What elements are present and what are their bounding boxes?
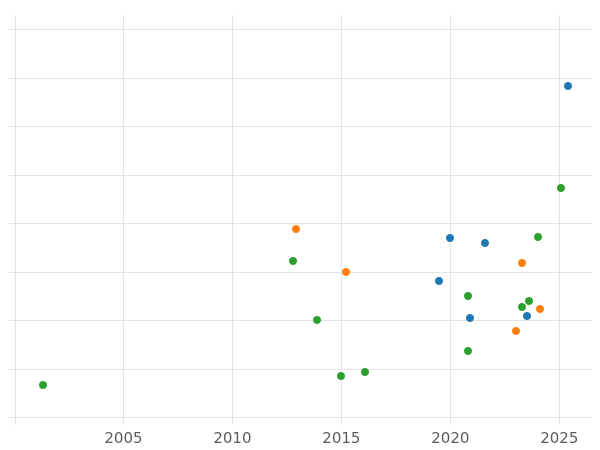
data-point-green bbox=[38, 380, 47, 389]
data-point-green bbox=[533, 233, 542, 242]
h-gridline bbox=[8, 174, 592, 176]
data-point-orange bbox=[518, 259, 527, 268]
v-gridline bbox=[450, 15, 452, 425]
v-gridline bbox=[341, 15, 343, 425]
v-gridline bbox=[559, 15, 561, 425]
x-tick-label: 2025 bbox=[540, 429, 579, 447]
data-point-green bbox=[557, 184, 566, 193]
data-point-blue bbox=[564, 82, 573, 91]
data-point-orange bbox=[511, 327, 520, 336]
data-point-green bbox=[289, 256, 298, 265]
x-tick-label: 2015 bbox=[322, 429, 361, 447]
data-point-green bbox=[518, 302, 527, 311]
data-point-orange bbox=[291, 224, 300, 233]
data-point-green bbox=[524, 297, 533, 306]
x-tick-label: 2020 bbox=[431, 429, 470, 447]
data-point-blue bbox=[481, 238, 490, 247]
data-point-blue bbox=[465, 314, 474, 323]
h-gridline bbox=[8, 368, 592, 370]
data-point-blue bbox=[435, 277, 444, 286]
data-point-green bbox=[313, 316, 322, 324]
h-gridline bbox=[8, 126, 592, 127]
h-gridline bbox=[8, 223, 592, 224]
data-point-green bbox=[337, 371, 346, 380]
h-gridline bbox=[8, 271, 592, 273]
h-gridline bbox=[8, 29, 592, 30]
h-gridline bbox=[8, 320, 592, 321]
x-tick-label: 2010 bbox=[213, 429, 252, 447]
v-gridline bbox=[14, 15, 16, 425]
data-point-blue bbox=[446, 234, 455, 243]
h-gridline bbox=[8, 417, 592, 418]
data-point-green bbox=[463, 347, 472, 356]
data-point-green bbox=[463, 292, 472, 301]
data-point-orange bbox=[341, 267, 350, 276]
v-gridline bbox=[123, 15, 125, 425]
data-point-orange bbox=[535, 304, 544, 313]
x-tick-label: 2005 bbox=[104, 429, 143, 447]
h-gridline bbox=[8, 77, 592, 79]
data-point-green bbox=[361, 367, 370, 376]
v-gridline bbox=[232, 15, 234, 425]
data-point-blue bbox=[522, 312, 531, 321]
